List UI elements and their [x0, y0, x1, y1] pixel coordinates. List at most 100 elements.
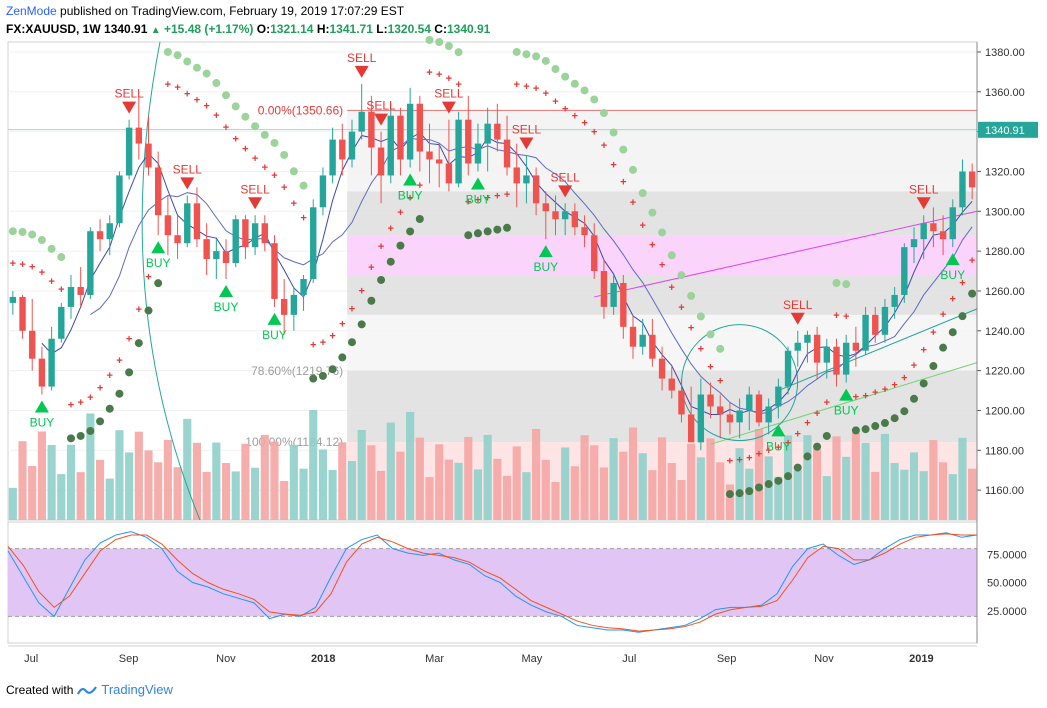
- sar-dot: [851, 426, 860, 435]
- volume-bar: [299, 468, 308, 520]
- volume-bar: [144, 450, 153, 520]
- sar-cross: +: [736, 454, 742, 466]
- sar-dot: [687, 291, 696, 300]
- sar-dot: [706, 330, 715, 339]
- tradingview-brand[interactable]: TradingView: [101, 682, 173, 697]
- sar-dot: [425, 36, 434, 45]
- sell-label: SELL: [240, 182, 270, 196]
- sar-dot: [444, 42, 453, 51]
- sar-cross: +: [756, 449, 762, 461]
- sar-dot: [57, 253, 66, 262]
- volume-bar: [221, 463, 231, 520]
- sell-label: SELL: [783, 298, 813, 312]
- volume-bar: [939, 462, 948, 520]
- candle-body: [813, 334, 821, 363]
- buy-arrow-icon: [945, 253, 960, 266]
- current-price-label: 1340.91: [985, 125, 1025, 137]
- volume-bar: [948, 474, 957, 520]
- candle-body: [649, 334, 656, 359]
- volume-bar: [473, 469, 483, 520]
- candle-body: [280, 298, 288, 315]
- candle-body: [397, 115, 404, 160]
- sar-cross: +: [552, 96, 558, 108]
- sar-cross: +: [48, 276, 54, 288]
- sar-cross: +: [824, 397, 830, 409]
- candle-body: [358, 111, 365, 132]
- stoch-tick-label: 75.0000: [987, 549, 1027, 561]
- candle-body: [707, 394, 714, 407]
- sar-dot: [599, 109, 608, 118]
- sar-dot: [764, 480, 773, 489]
- volume-bar: [667, 463, 676, 520]
- candle-body: [823, 346, 831, 363]
- candle-body: [775, 386, 782, 407]
- sar-dot: [648, 208, 657, 217]
- sar-cross: +: [165, 79, 171, 91]
- price-tick-label: 1160.00: [985, 485, 1024, 497]
- volume-bar: [202, 471, 211, 520]
- volume-bar: [958, 437, 967, 520]
- sar-dot: [163, 47, 172, 56]
- candle-body: [300, 279, 307, 295]
- candle-body: [959, 171, 966, 208]
- sar-cross: +: [950, 293, 956, 305]
- sell-arrow-icon: [558, 185, 573, 198]
- candle-body: [833, 346, 840, 375]
- sar-cross: +: [804, 418, 810, 430]
- candle-body: [542, 203, 549, 212]
- buy-arrow-icon: [34, 400, 49, 413]
- sar-dot: [832, 278, 841, 287]
- trend-line: [594, 210, 978, 298]
- sar-dot: [619, 145, 628, 154]
- volume-bar: [66, 444, 76, 520]
- volume-bar: [512, 446, 521, 520]
- sar-dot: [8, 227, 17, 236]
- sar-dot: [493, 225, 502, 234]
- buy-arrow-icon: [839, 388, 854, 401]
- price-change: +15.48 (+1.17%): [164, 22, 254, 36]
- candle-body: [222, 251, 230, 264]
- open-label: O:: [256, 22, 271, 36]
- sar-cross: +: [10, 258, 16, 270]
- sar-dot: [774, 476, 783, 485]
- sar-dot: [173, 51, 182, 60]
- sar-cross: +: [358, 286, 364, 298]
- volume-bar: [28, 465, 37, 520]
- candle-body: [629, 326, 637, 347]
- price-tick-label: 1380.00: [985, 47, 1025, 59]
- volume-bar: [95, 459, 105, 520]
- candle-body: [872, 314, 879, 335]
- stoch-band: [8, 548, 977, 617]
- sar-cross: +: [891, 379, 897, 391]
- sar-dot: [192, 63, 201, 72]
- sar-dot: [318, 371, 327, 380]
- sar-cross: +: [68, 399, 74, 411]
- sar-dot: [241, 112, 250, 121]
- buy-label: BUY: [834, 404, 859, 418]
- buy-arrow-icon: [403, 173, 418, 186]
- volume-bar: [909, 452, 919, 520]
- sar-cross: +: [29, 261, 35, 273]
- sar-cross: +: [329, 330, 335, 342]
- sar-cross: +: [717, 376, 723, 388]
- candle-body: [29, 330, 36, 359]
- candle-body: [765, 406, 772, 423]
- sar-dot: [154, 279, 163, 288]
- sar-cross: +: [407, 193, 413, 205]
- volume-bar: [648, 470, 657, 520]
- candle-body: [232, 219, 239, 264]
- sar-cross: +: [417, 180, 423, 192]
- sar-cross: +: [659, 259, 665, 271]
- price-tick-label: 1300.00: [985, 206, 1025, 218]
- price-tick-label: 1200.00: [985, 405, 1025, 417]
- sar-cross: +: [833, 310, 839, 322]
- sar-dot: [464, 231, 473, 240]
- sar-dot: [47, 244, 56, 253]
- candle-body: [658, 358, 666, 379]
- volume-bar: [871, 471, 880, 520]
- author-link[interactable]: ZenMode: [6, 4, 57, 18]
- sar-dot: [338, 353, 347, 362]
- sar-cross: +: [630, 197, 636, 209]
- sell-arrow-icon: [180, 177, 195, 190]
